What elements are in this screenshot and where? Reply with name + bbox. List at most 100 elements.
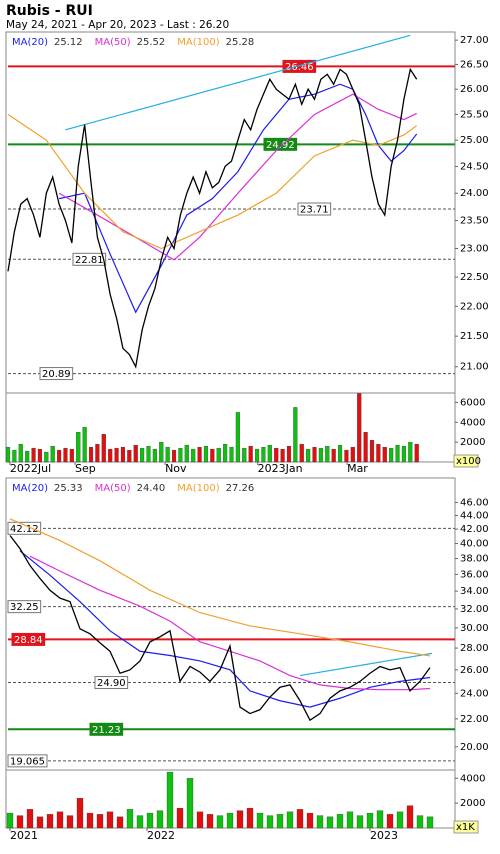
- price-line: [7, 67, 418, 369]
- volume-bar: [248, 445, 253, 463]
- volume-bar: [286, 811, 294, 829]
- volume-bar: [408, 441, 413, 463]
- volume-bar: [395, 444, 400, 463]
- volume-bar: [261, 446, 266, 463]
- volume-bar: [306, 448, 311, 463]
- y-tick-label: 36.00: [460, 569, 489, 580]
- y-tick-label: 22.00: [460, 714, 489, 725]
- volume-bar: [286, 445, 292, 463]
- level-label-box: [72, 252, 107, 266]
- volume-bar: [276, 814, 284, 829]
- volume-bar: [356, 815, 364, 829]
- volume-bar: [136, 815, 144, 829]
- moving-average: [7, 113, 418, 250]
- volume-bar: [416, 815, 424, 829]
- volume-bar: [216, 447, 221, 463]
- volume-bar: [140, 447, 145, 463]
- level-label: 26.46: [285, 62, 314, 73]
- volume-bar: [126, 809, 134, 829]
- volume-bar: [226, 812, 234, 829]
- volume-bar: [242, 447, 247, 463]
- level-label-box: [7, 521, 42, 535]
- y-tick-label: 40.00: [460, 538, 489, 549]
- volume-tick-label: 6000: [460, 397, 485, 408]
- legend-name: MA(100): [177, 483, 219, 494]
- y-tick-label: 23.00: [460, 244, 489, 255]
- volume-bar: [133, 444, 138, 463]
- volume-unit-box: [453, 454, 479, 468]
- y-tick-label: 23.50: [460, 216, 489, 227]
- volume-bar: [197, 446, 202, 463]
- level-label-box: [89, 722, 124, 736]
- volume-bar: [18, 443, 23, 463]
- volume-bar: [127, 449, 132, 463]
- volume-bar: [396, 811, 404, 829]
- price-panel: [5, 477, 456, 771]
- volume-bar: [184, 444, 189, 463]
- volume-tick-label: 2000: [460, 437, 485, 448]
- volume-bar: [376, 810, 384, 829]
- level-label-box: [94, 676, 129, 690]
- legend-value: 24.40: [137, 483, 166, 494]
- volume-bar: [63, 447, 68, 463]
- y-tick-label: 46.00: [460, 497, 489, 508]
- moving-average: [9, 518, 431, 657]
- volume-bar: [166, 771, 174, 829]
- legend-name: MA(100): [177, 37, 219, 48]
- volume-bar: [325, 445, 330, 463]
- volume-bar: [267, 444, 272, 463]
- level-label: 19.065: [10, 756, 45, 767]
- volume-bar: [82, 427, 87, 463]
- y-tick-label: 42.00: [460, 524, 489, 535]
- volume-bar: [6, 812, 14, 829]
- y-tick-label: 25.50: [460, 109, 489, 120]
- x-tick-label: 2023Jan: [258, 462, 303, 475]
- y-tick-label: 27.00: [460, 35, 489, 46]
- volume-bar: [386, 814, 394, 829]
- volume-bar: [344, 449, 349, 463]
- volume-bar: [176, 807, 184, 829]
- y-tick-label: 26.50: [460, 59, 489, 70]
- volume-bar: [254, 448, 260, 463]
- volume-bar: [114, 447, 119, 463]
- volume-bar: [76, 432, 81, 463]
- x-tick-label: 2021: [10, 829, 38, 842]
- volume-bar: [389, 447, 394, 463]
- volume-bar: [293, 407, 298, 463]
- y-tick-label: 38.00: [460, 554, 489, 565]
- x-tick-label: Sep: [75, 462, 96, 475]
- y-tick-label: 22.00: [460, 301, 489, 312]
- volume-bar: [36, 816, 44, 829]
- volume-bar: [401, 445, 406, 463]
- volume-bar: [146, 812, 154, 829]
- level-label: 21.23: [92, 725, 121, 736]
- volume-bar: [318, 447, 323, 463]
- level-label: 42.12: [10, 524, 39, 535]
- volume-bar: [216, 815, 224, 829]
- volume-bar: [69, 448, 74, 463]
- volume-unit-box: [453, 820, 479, 834]
- level-label-box: [263, 137, 298, 151]
- y-tick-label: 24.00: [460, 688, 489, 699]
- volume-bar: [156, 810, 164, 829]
- volume-bar: [246, 807, 254, 829]
- volume-bar: [25, 450, 30, 463]
- volume-bar: [223, 443, 228, 463]
- volume-bar: [12, 449, 17, 463]
- volume-bar: [46, 814, 54, 829]
- chart-title: Rubis - RUI: [6, 3, 93, 19]
- volume-bar: [50, 445, 55, 463]
- volume-bar: [76, 798, 84, 829]
- legend-value: 25.12: [54, 37, 83, 48]
- volume-unit: x100: [456, 456, 481, 467]
- level-label: 28.84: [14, 635, 43, 646]
- volume-bar: [37, 448, 42, 463]
- volume-bar: [346, 811, 354, 829]
- x-tick-label: 2022: [147, 829, 175, 842]
- moving-average: [19, 550, 431, 708]
- volume-bar: [256, 812, 264, 829]
- level-label-box: [7, 600, 42, 614]
- volume-bar: [108, 448, 113, 463]
- trend-line: [299, 652, 433, 677]
